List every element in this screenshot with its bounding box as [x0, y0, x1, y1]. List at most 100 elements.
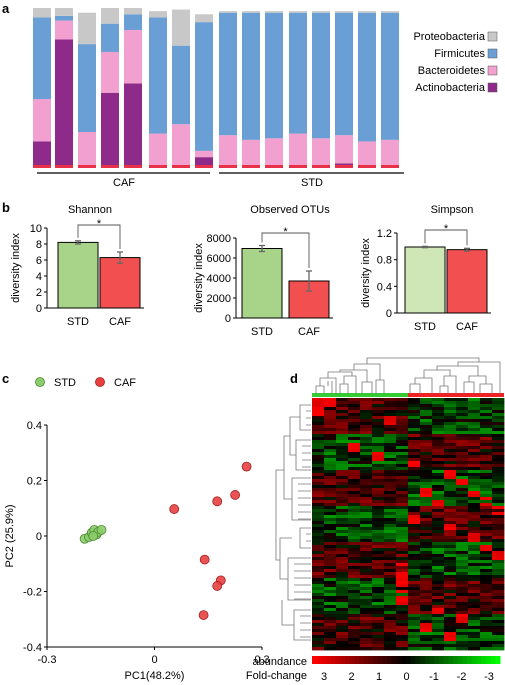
heatmap-cell: [468, 548, 481, 552]
heatmap-cell: [336, 602, 349, 606]
heatmap-cell: [468, 608, 481, 612]
bar-base-strip: [78, 165, 96, 168]
heatmap-cell: [444, 590, 457, 594]
heatmap-cell: [444, 506, 457, 510]
heatmap-cell: [360, 401, 373, 405]
heatmap-cell: [348, 584, 361, 588]
heatmap-cell: [396, 521, 409, 525]
heatmap-cell: [372, 485, 385, 489]
heatmap-cell: [336, 515, 349, 519]
heatmap-cell: [372, 617, 385, 621]
heatmap-cell: [312, 539, 325, 543]
heatmap-cell: [360, 608, 373, 612]
heatmap-cell: [312, 485, 325, 489]
category-label: CAF: [298, 326, 320, 338]
scale-step: [359, 656, 365, 664]
heatmap-cell: [444, 524, 457, 528]
scale-tick-label: 2: [348, 671, 354, 683]
heatmap-cell: [324, 617, 337, 621]
heatmap-cell: [408, 578, 421, 582]
heatmap-cell: [492, 560, 505, 564]
heatmap-cell: [492, 545, 505, 549]
legend-swatch: [487, 48, 498, 59]
heatmap-cell: [360, 512, 373, 516]
scale-step: [330, 656, 336, 664]
heatmap-cell: [456, 512, 469, 516]
heatmap-cell: [372, 551, 385, 555]
heatmap-cell: [480, 542, 493, 546]
heatmap-cell: [444, 422, 457, 426]
heatmap-cell: [492, 461, 505, 465]
heatmap-cell: [408, 542, 421, 546]
heatmap-cell: [360, 590, 373, 594]
heatmap-cell: [492, 542, 505, 546]
heatmap-cell: [396, 476, 409, 480]
significance-bracket: [261, 232, 310, 268]
heatmap-cell: [456, 422, 469, 426]
heatmap-cell: [324, 476, 337, 480]
heatmap-cell: [468, 479, 481, 483]
heatmap-cell: [456, 410, 469, 414]
heatmap-cell: [336, 458, 349, 462]
heatmap-cell: [444, 473, 457, 477]
scale-tick-label: 1: [376, 671, 382, 683]
heatmap-cell: [348, 605, 361, 609]
heatmap-cell: [468, 635, 481, 639]
heatmap-cell: [384, 545, 397, 549]
heatmap-cell: [456, 476, 469, 480]
heatmap-cell: [456, 575, 469, 579]
heatmap-cell: [396, 470, 409, 474]
heatmap-cell: [468, 566, 481, 570]
heatmap-cell: [492, 638, 505, 642]
scale-step: [476, 656, 482, 664]
bar-base-strip: [33, 165, 51, 168]
heatmap-cell: [384, 455, 397, 459]
heatmap-cell: [492, 644, 505, 648]
heatmap-cell: [444, 428, 457, 432]
heatmap-cell: [420, 620, 433, 624]
heatmap-cell: [444, 515, 457, 519]
heatmap-cell: [492, 617, 505, 621]
heatmap-cell: [348, 407, 361, 411]
heatmap-cell: [444, 647, 457, 651]
heatmap-cell: [312, 482, 325, 486]
heatmap-cell: [348, 569, 361, 573]
heatmap-cell: [360, 413, 373, 417]
heatmap-cell: [384, 491, 397, 495]
heatmap-cell: [396, 605, 409, 609]
heatmap-cell: [468, 617, 481, 621]
heatmap-cell: [384, 497, 397, 501]
heatmap-cell: [444, 587, 457, 591]
heatmap-cell: [468, 647, 481, 651]
heatmap-cell: [348, 509, 361, 513]
scale-step: [495, 656, 501, 664]
heatmap-cell: [372, 533, 385, 537]
heatmap-cell: [480, 467, 493, 471]
heatmap-cell: [480, 611, 493, 615]
heatmap-cell: [372, 545, 385, 549]
category-label: CAF: [456, 321, 478, 333]
heatmap-cell: [468, 626, 481, 630]
heatmap-cell: [492, 407, 505, 411]
heatmap-cell: [420, 437, 433, 441]
heatmap-cell: [372, 449, 385, 453]
heatmap-cell: [372, 557, 385, 561]
heatmap-cell: [420, 503, 433, 507]
heatmap-cell: [348, 626, 361, 630]
heatmap-cell: [348, 488, 361, 492]
heatmap-cell: [372, 635, 385, 639]
heatmap-cell: [468, 569, 481, 573]
heatmap-cell: [408, 413, 421, 417]
heatmap-cell: [324, 626, 337, 630]
heatmap-cell: [408, 551, 421, 555]
heatmap-cell: [312, 491, 325, 495]
heatmap-cell: [372, 440, 385, 444]
heatmap-cell: [336, 422, 349, 426]
heatmap-cell: [396, 407, 409, 411]
scale-step: [438, 656, 445, 664]
heatmap-cell: [456, 431, 469, 435]
heatmap-cell: [360, 467, 373, 471]
heatmap-cell: [468, 482, 481, 486]
heatmap-cell: [324, 536, 337, 540]
heatmap-cell: [360, 530, 373, 534]
